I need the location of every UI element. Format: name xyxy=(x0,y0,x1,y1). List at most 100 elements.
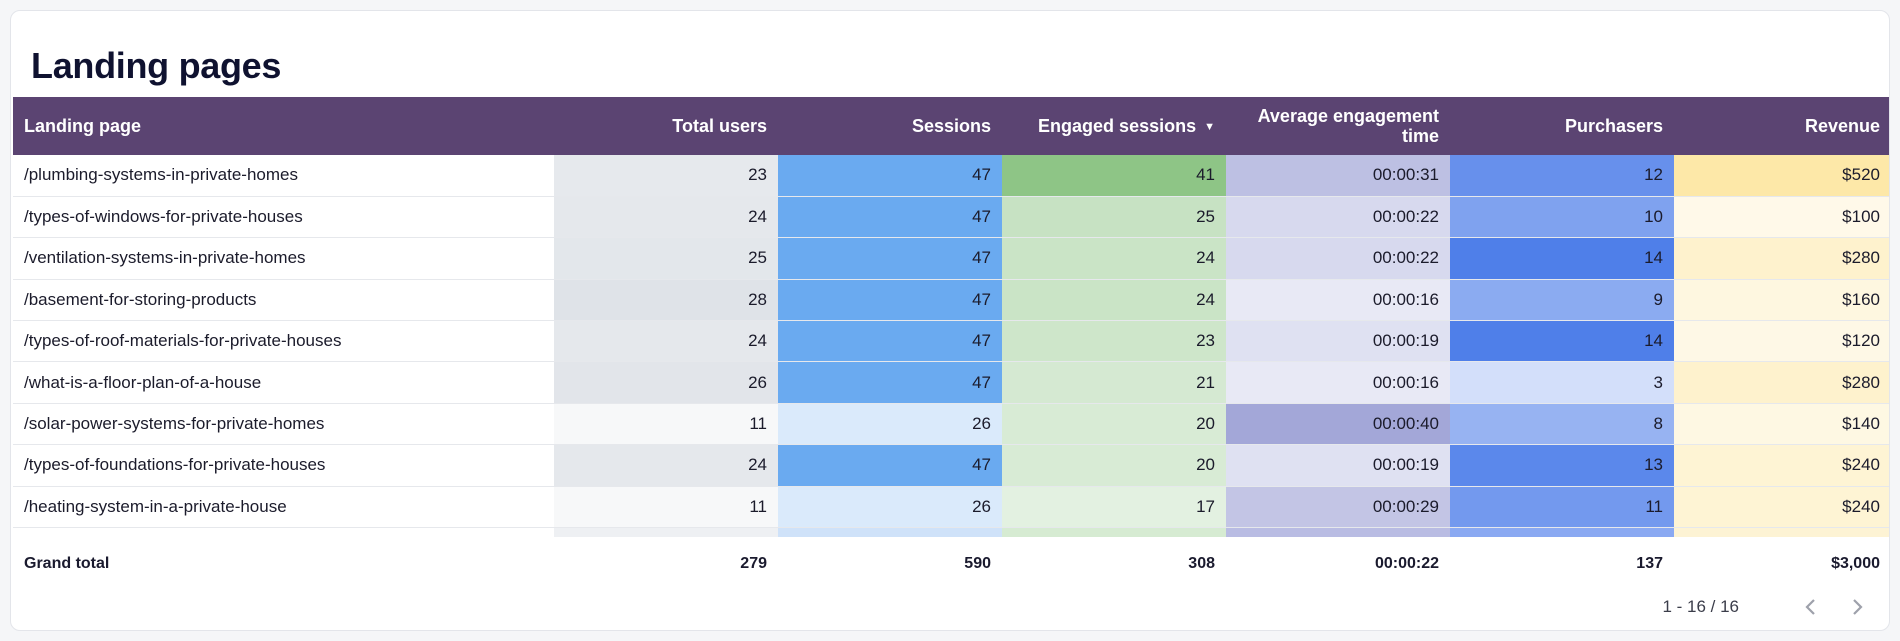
partial-cell xyxy=(1226,527,1450,537)
cell-landing-page: /types-of-windows-for-private-houses xyxy=(13,196,554,239)
prev-page-icon[interactable] xyxy=(1797,594,1823,620)
grand-total-revenue: $3,000 xyxy=(1831,555,1880,572)
cell-landing-page: /heating-system-in-a-private-house xyxy=(13,486,554,529)
col-header-sessions[interactable]: Sessions xyxy=(778,97,1002,155)
cell-users: 25 xyxy=(554,237,778,280)
cell-avg-time: 00:00:40 xyxy=(1226,403,1450,446)
cell-landing-page: /basement-for-storing-products xyxy=(13,279,554,322)
cell-users: 11 xyxy=(554,486,778,529)
cell-revenue: $280 xyxy=(1674,361,1889,404)
cell-sessions: 47 xyxy=(778,155,1002,197)
table-row[interactable]: /basement-for-storing-products 28 47 24 00:0… xyxy=(13,279,1889,322)
col-header-revenue[interactable]: Revenue xyxy=(1674,97,1889,155)
cell-purchasers: 8 xyxy=(1450,403,1674,446)
cell-landing-page: /solar-power-systems-for-private-homes xyxy=(13,403,554,446)
cell-revenue: $240 xyxy=(1674,444,1889,487)
pagination-range: 1 - 16 / 16 xyxy=(1662,597,1739,616)
partial-cell xyxy=(554,527,778,537)
cell-revenue: $140 xyxy=(1674,403,1889,446)
cell-revenue: $160 xyxy=(1674,279,1889,322)
partial-cell xyxy=(1450,527,1674,537)
landing-pages-table: Landing page Total users Sessions Engage… xyxy=(13,97,1889,537)
cell-engaged: 20 xyxy=(1002,444,1226,487)
table-row[interactable]: /plumbing-systems-in-private-homes 23 47 41… xyxy=(13,155,1889,197)
col-header-total-users[interactable]: Total users xyxy=(554,97,778,155)
partial-cell xyxy=(13,527,554,537)
cell-purchasers: 10 xyxy=(1450,196,1674,239)
page-title: Landing pages xyxy=(31,45,282,86)
next-page-icon[interactable] xyxy=(1845,594,1871,620)
cell-users: 23 xyxy=(554,155,778,197)
cell-users: 28 xyxy=(554,279,778,322)
grand-total-engaged: 308 xyxy=(1188,555,1215,572)
cell-avg-time: 00:00:16 xyxy=(1226,279,1450,322)
cell-engaged: 23 xyxy=(1002,320,1226,363)
cell-landing-page: /types-of-foundations-for-private-houses xyxy=(13,444,554,487)
table-row-partial xyxy=(13,527,1889,537)
cell-avg-time: 00:00:19 xyxy=(1226,320,1450,363)
cell-landing-page: /plumbing-systems-in-private-homes xyxy=(13,155,554,197)
cell-sessions: 47 xyxy=(778,196,1002,239)
table-body: /plumbing-systems-in-private-homes 23 47 41… xyxy=(13,155,1889,537)
cell-engaged: 17 xyxy=(1002,486,1226,529)
table-row[interactable]: /types-of-foundations-for-private-houses… xyxy=(13,444,1889,487)
cell-engaged: 20 xyxy=(1002,403,1226,446)
pagination: 1 - 16 / 16 xyxy=(1662,594,1871,620)
cell-purchasers: 12 xyxy=(1450,155,1674,197)
cell-engaged: 25 xyxy=(1002,196,1226,239)
table-header-row: Landing page Total users Sessions Engage… xyxy=(13,97,1889,155)
cell-avg-time: 00:00:16 xyxy=(1226,361,1450,404)
cell-sessions: 26 xyxy=(778,486,1002,529)
grand-total-row: Grand total 279 590 308 00:00:22 137 $3,… xyxy=(13,544,1889,584)
table-row[interactable]: /types-of-windows-for-private-houses 24 47… xyxy=(13,196,1889,239)
table-row[interactable]: /solar-power-systems-for-private-homes 11… xyxy=(13,403,1889,446)
cell-purchasers: 14 xyxy=(1450,320,1674,363)
col-header-avg-engagement-time[interactable]: Average engagement time xyxy=(1226,97,1450,155)
grand-total-users: 279 xyxy=(740,555,767,572)
cell-sessions: 47 xyxy=(778,237,1002,280)
grand-total-avg-time: 00:00:22 xyxy=(1374,555,1439,572)
table-row[interactable]: /ventilation-systems-in-private-homes 25 4… xyxy=(13,237,1889,280)
cell-purchasers: 9 xyxy=(1450,279,1674,322)
table-row[interactable]: /what-is-a-floor-plan-of-a-house 26 47 21 00… xyxy=(13,361,1889,404)
cell-revenue: $240 xyxy=(1674,486,1889,529)
partial-cell xyxy=(1002,527,1226,537)
cell-avg-time: 00:00:22 xyxy=(1226,196,1450,239)
col-header-engaged-sessions[interactable]: Engaged sessions ▼ xyxy=(1002,97,1226,155)
cell-sessions: 47 xyxy=(778,279,1002,322)
cell-users: 24 xyxy=(554,196,778,239)
cell-purchasers: 3 xyxy=(1450,361,1674,404)
cell-avg-time: 00:00:19 xyxy=(1226,444,1450,487)
landing-pages-card: Landing pages Landing page Total users S… xyxy=(10,10,1890,631)
cell-purchasers: 14 xyxy=(1450,237,1674,280)
grand-total-sessions: 590 xyxy=(964,555,991,572)
cell-users: 11 xyxy=(554,403,778,446)
cell-landing-page: /what-is-a-floor-plan-of-a-house xyxy=(13,361,554,404)
cell-sessions: 47 xyxy=(778,444,1002,487)
cell-revenue: $520 xyxy=(1674,155,1889,197)
cell-users: 24 xyxy=(554,320,778,363)
cell-purchasers: 11 xyxy=(1450,486,1674,529)
cell-engaged: 21 xyxy=(1002,361,1226,404)
grand-total-purchasers: 137 xyxy=(1636,555,1663,572)
cell-users: 24 xyxy=(554,444,778,487)
cell-engaged: 24 xyxy=(1002,237,1226,280)
cell-sessions: 47 xyxy=(778,320,1002,363)
table-container: Landing page Total users Sessions Engage… xyxy=(13,97,1889,537)
cell-landing-page: /types-of-roof-materials-for-private-hou… xyxy=(13,320,554,363)
cell-users: 26 xyxy=(554,361,778,404)
cell-engaged: 41 xyxy=(1002,155,1226,197)
sort-desc-icon: ▼ xyxy=(1204,120,1215,133)
cell-revenue: $120 xyxy=(1674,320,1889,363)
cell-purchasers: 13 xyxy=(1450,444,1674,487)
cell-avg-time: 00:00:31 xyxy=(1226,155,1450,197)
col-header-landing-page[interactable]: Landing page xyxy=(13,97,554,155)
table-row[interactable]: /types-of-roof-materials-for-private-hou… xyxy=(13,320,1889,363)
cell-avg-time: 00:00:29 xyxy=(1226,486,1450,529)
partial-cell xyxy=(778,527,1002,537)
cell-sessions: 26 xyxy=(778,403,1002,446)
table-row[interactable]: /heating-system-in-a-private-house 11 26 17… xyxy=(13,486,1889,529)
cell-revenue: $100 xyxy=(1674,196,1889,239)
cell-avg-time: 00:00:22 xyxy=(1226,237,1450,280)
col-header-purchasers[interactable]: Purchasers xyxy=(1450,97,1674,155)
